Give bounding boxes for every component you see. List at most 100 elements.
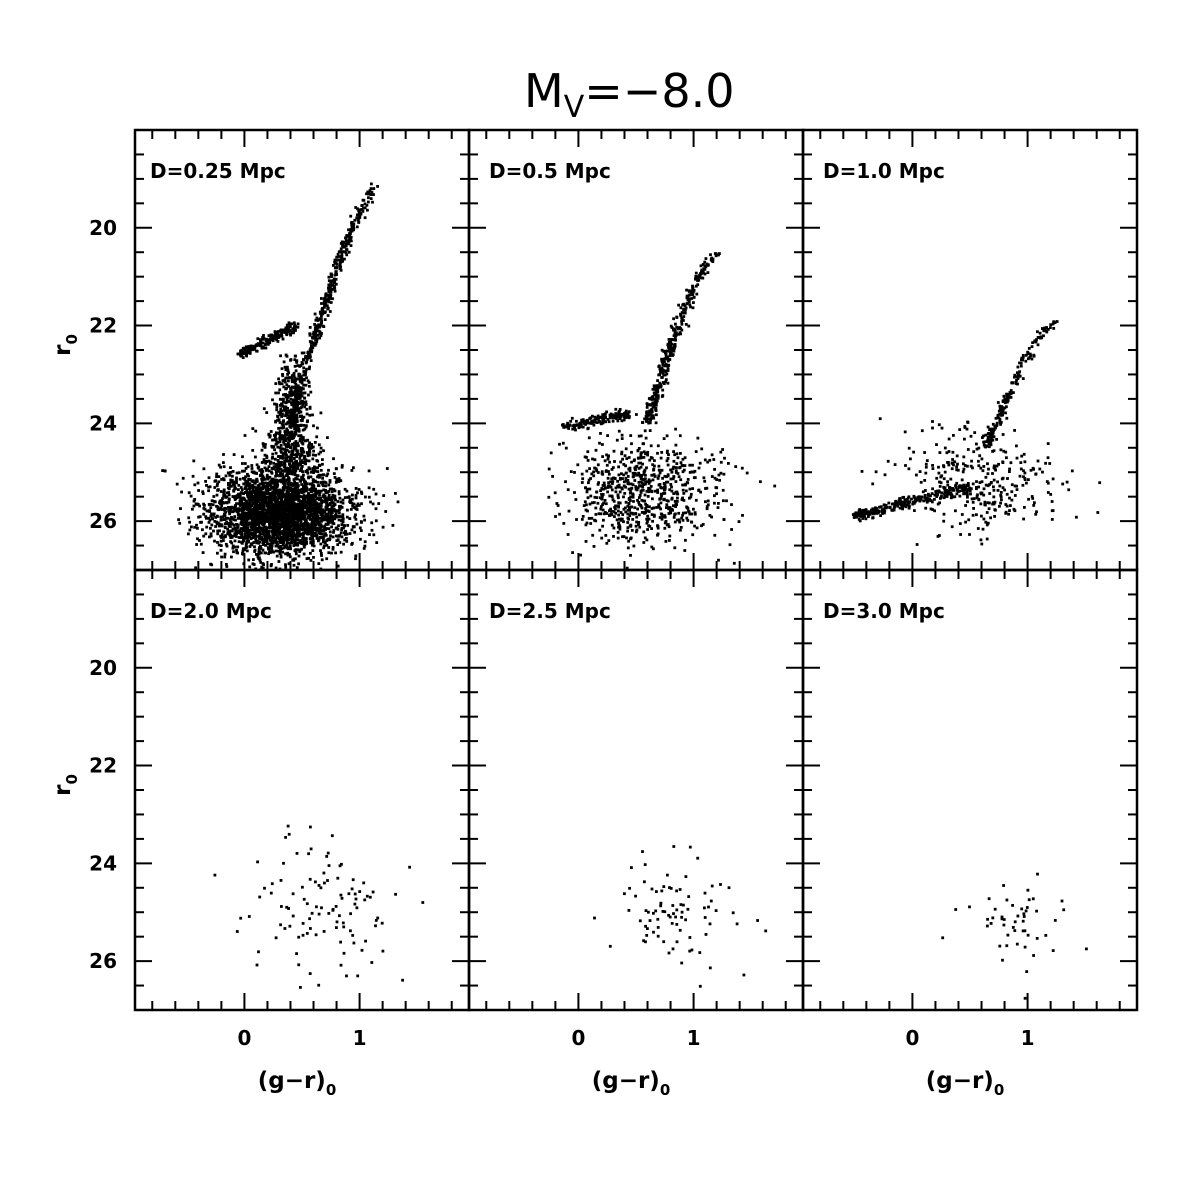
data-point (302, 527, 306, 531)
data-point (376, 185, 379, 188)
data-point (315, 497, 319, 501)
data-point (280, 382, 284, 386)
data-point (302, 473, 305, 477)
data-point (349, 508, 353, 511)
data-point (286, 551, 290, 555)
data-point (297, 484, 300, 487)
data-point (315, 435, 319, 439)
data-point (329, 279, 333, 283)
data-point (244, 481, 248, 485)
data-point (679, 461, 683, 464)
data-point (314, 523, 318, 526)
data-point (263, 496, 267, 499)
data-point (283, 507, 286, 511)
data-point (307, 498, 311, 501)
data-point (308, 518, 312, 521)
data-point (175, 482, 179, 486)
data-point (306, 532, 309, 535)
data-point (661, 381, 665, 384)
data-point (298, 516, 301, 520)
data-point (248, 482, 252, 486)
data-point (285, 543, 288, 547)
data-point (337, 255, 341, 258)
data-point (300, 414, 303, 418)
data-point (277, 410, 281, 414)
data-point (689, 290, 693, 294)
data-point (334, 261, 338, 265)
data-point (270, 536, 274, 540)
data-point (296, 452, 299, 455)
data-point (315, 326, 319, 330)
data-point (588, 417, 592, 420)
data-point (314, 479, 317, 483)
data-point (674, 338, 677, 342)
data-point (286, 470, 289, 474)
data-point (672, 349, 676, 353)
data-point (265, 411, 269, 414)
data-point (311, 536, 314, 540)
data-point (347, 496, 350, 499)
data-point (343, 538, 347, 542)
data-point (275, 338, 278, 342)
data-point (273, 434, 276, 437)
data-point (275, 408, 279, 412)
data-point (282, 534, 286, 537)
data-point (271, 502, 274, 506)
data-point (274, 491, 278, 495)
data-point (195, 523, 198, 527)
data-point (660, 357, 663, 361)
data-point (655, 399, 659, 403)
data-point (277, 432, 280, 435)
data-point (654, 388, 658, 391)
data-point (245, 354, 248, 358)
data-point (216, 489, 219, 492)
data-point (356, 502, 360, 506)
data-point (571, 424, 575, 428)
data-point (321, 476, 324, 480)
data-point (668, 345, 672, 348)
data-point (292, 563, 296, 567)
data-point (213, 520, 217, 523)
data-point (651, 405, 655, 409)
data-point (632, 500, 635, 503)
data-point (272, 521, 275, 525)
data-point (286, 416, 290, 419)
data-point (335, 477, 339, 481)
data-point (648, 421, 652, 425)
data-point (261, 515, 265, 519)
data-point (654, 403, 658, 407)
data-point (685, 288, 688, 292)
data-point (312, 483, 315, 487)
data-point (241, 356, 245, 359)
data-point (223, 512, 227, 516)
data-point (219, 515, 223, 519)
data-point (286, 325, 290, 329)
data-point (254, 455, 257, 459)
data-point (333, 289, 337, 293)
data-point (274, 391, 278, 395)
data-point (294, 557, 297, 561)
data-point (331, 283, 335, 287)
data-point (336, 509, 340, 513)
data-point (227, 498, 231, 501)
data-point (244, 505, 248, 508)
data-point (269, 500, 273, 503)
data-point (313, 518, 317, 522)
data-point (278, 455, 282, 458)
data-point (655, 384, 659, 388)
data-point (600, 415, 604, 419)
data-point (236, 551, 239, 555)
data-point (610, 415, 614, 419)
data-point (310, 349, 314, 353)
data-point (317, 443, 321, 447)
data-point (244, 536, 248, 540)
data-point (285, 539, 289, 542)
data-point (292, 498, 296, 502)
data-point (332, 504, 336, 508)
data-point (313, 465, 316, 469)
data-point (224, 534, 227, 537)
data-point (652, 416, 656, 420)
data-point (666, 369, 670, 372)
data-point (313, 333, 317, 336)
data-point (202, 534, 206, 538)
